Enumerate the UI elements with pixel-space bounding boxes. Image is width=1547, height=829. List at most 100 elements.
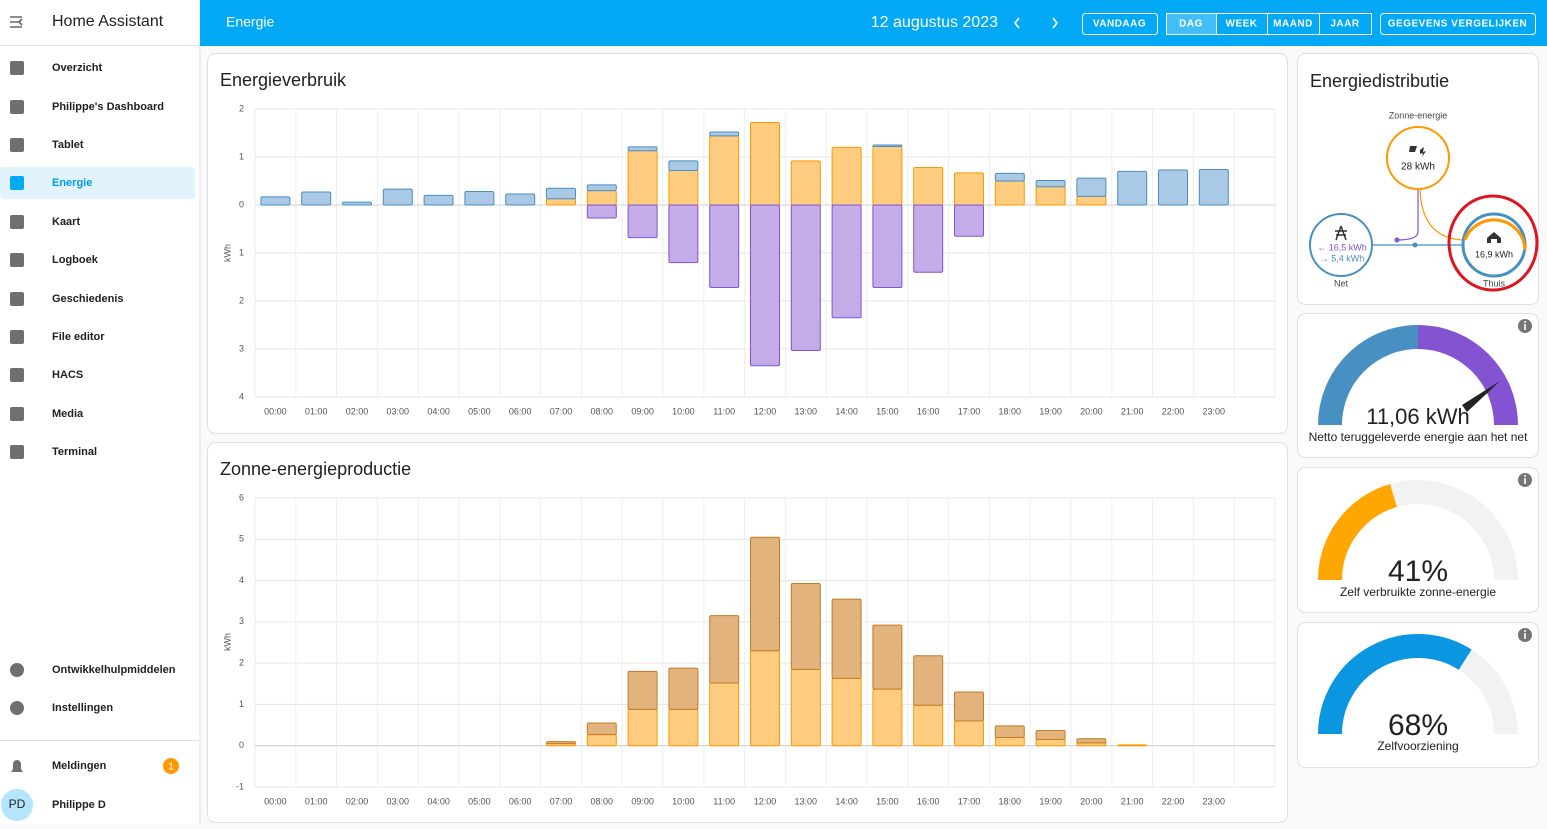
bar xyxy=(627,146,658,152)
gauge-value: 11,06 kWh xyxy=(1366,404,1470,429)
x-tick-label: 00:00 xyxy=(264,796,287,806)
bar xyxy=(709,615,740,684)
home-icon xyxy=(1487,232,1501,243)
chart-title: Zonne-energieproductie xyxy=(220,459,411,479)
bar xyxy=(627,150,658,206)
header-button-label: JAAR xyxy=(1330,19,1360,30)
bar xyxy=(709,135,740,206)
header-button-label: DAG xyxy=(1179,19,1203,30)
home-value: 16,9 kWh xyxy=(1475,249,1513,259)
menu-icon[interactable] xyxy=(10,16,23,28)
x-tick-label: 14:00 xyxy=(835,796,858,806)
nav-item[interactable]: Geschiedenis xyxy=(52,293,124,305)
nav-item[interactable]: Instellingen xyxy=(52,702,113,714)
x-tick-label: 21:00 xyxy=(1121,796,1144,806)
nav-item[interactable]: Philippe's Dashboard xyxy=(52,101,164,113)
bar xyxy=(954,720,984,747)
nav-item[interactable]: Overzicht xyxy=(52,62,102,74)
nav-item[interactable]: HACS xyxy=(52,369,83,381)
card-title: Energiedistributie xyxy=(1310,71,1449,91)
card xyxy=(207,53,1288,434)
app-title: Home Assistant xyxy=(52,13,164,30)
nav-item[interactable]: Terminal xyxy=(52,446,97,458)
bar xyxy=(1117,744,1148,747)
header-button[interactable] xyxy=(1319,13,1372,35)
nav-item[interactable]: Kaart xyxy=(52,216,80,228)
active-item-bg xyxy=(0,167,195,199)
header-button-label: GEGEVENS VERGELIJKEN xyxy=(1388,19,1527,30)
info-glyph xyxy=(1524,630,1526,632)
x-tick-label: 11:00 xyxy=(713,406,735,416)
x-tick-label: 15:00 xyxy=(876,796,899,806)
bar xyxy=(668,204,699,264)
user-name[interactable]: Philippe D xyxy=(52,799,106,811)
bar xyxy=(546,741,576,745)
gauge-needle xyxy=(1462,381,1500,412)
x-tick-label: 17:00 xyxy=(958,406,981,416)
nav-icon xyxy=(10,215,24,229)
x-tick-label: 04:00 xyxy=(427,796,450,806)
flow-dot xyxy=(1394,237,1400,243)
bar xyxy=(750,650,780,747)
flow-line xyxy=(1419,189,1464,241)
y-axis-label: kWh xyxy=(222,633,232,651)
x-tick-label: 02:00 xyxy=(346,796,369,806)
bar xyxy=(954,172,984,206)
bar xyxy=(831,146,862,206)
x-tick-label: 06:00 xyxy=(509,406,532,416)
bar xyxy=(1158,169,1188,206)
avatar-initials: PD xyxy=(9,797,26,811)
date: 12 augustus 2023 xyxy=(871,14,998,31)
solar-node xyxy=(1386,126,1450,190)
bar xyxy=(994,180,1025,206)
bar xyxy=(301,191,332,206)
x-tick-label: 10:00 xyxy=(672,406,695,416)
x-tick-label: 15:00 xyxy=(876,406,899,416)
bar xyxy=(872,145,903,206)
y-tick-label: 1 xyxy=(239,247,244,257)
y-tick-label: 1 xyxy=(239,151,244,161)
info-icons xyxy=(1518,319,1532,642)
gauge-value: 68% xyxy=(1388,709,1448,742)
x-tick-label: 09:00 xyxy=(631,406,654,416)
x-tick-label: 08:00 xyxy=(591,796,614,806)
next-button[interactable] xyxy=(1052,17,1059,29)
bar xyxy=(546,198,576,206)
nav-item[interactable]: Media xyxy=(52,408,84,420)
nav-icon xyxy=(10,253,24,267)
nav-item[interactable]: Logboek xyxy=(52,254,99,266)
x-tick-label: 03:00 xyxy=(387,796,410,806)
bar xyxy=(954,204,984,237)
bar xyxy=(1076,738,1107,744)
bar xyxy=(1198,168,1229,206)
solar-label: Zonne-energie xyxy=(1389,110,1448,120)
bar xyxy=(1035,739,1066,747)
x-tick-label: 01:00 xyxy=(305,406,328,416)
header-button[interactable] xyxy=(1082,13,1158,35)
x-tick-label: 20:00 xyxy=(1080,796,1103,806)
nav-item[interactable]: Energie xyxy=(52,177,92,189)
y-tick-label: 2 xyxy=(239,295,244,305)
nav-item[interactable]: Tablet xyxy=(52,139,84,151)
x-tick-label: 21:00 xyxy=(1121,406,1144,416)
x-tick-label: 22:00 xyxy=(1162,796,1185,806)
nav-item[interactable]: Ontwikkelhulpmiddelen xyxy=(52,664,176,676)
x-tick-label: 02:00 xyxy=(346,406,369,416)
bar xyxy=(342,201,372,206)
x-tick-label: 01:00 xyxy=(305,796,328,806)
y-tick-label: 0 xyxy=(239,199,244,209)
nav-icon xyxy=(10,176,24,190)
home-node xyxy=(1461,212,1527,278)
nav-item[interactable]: File editor xyxy=(52,331,105,343)
x-tick-label: 12:00 xyxy=(754,406,777,416)
x-tick-label: 22:00 xyxy=(1162,406,1185,416)
bar xyxy=(709,682,740,747)
header-button[interactable] xyxy=(1380,13,1536,35)
x-tick-label: 18:00 xyxy=(999,796,1022,806)
grid-node xyxy=(1309,213,1373,277)
bar xyxy=(913,704,944,747)
notifications[interactable]: Meldingen xyxy=(52,760,107,772)
prev-button[interactable] xyxy=(1013,17,1020,29)
x-tick-label: 16:00 xyxy=(917,796,940,806)
